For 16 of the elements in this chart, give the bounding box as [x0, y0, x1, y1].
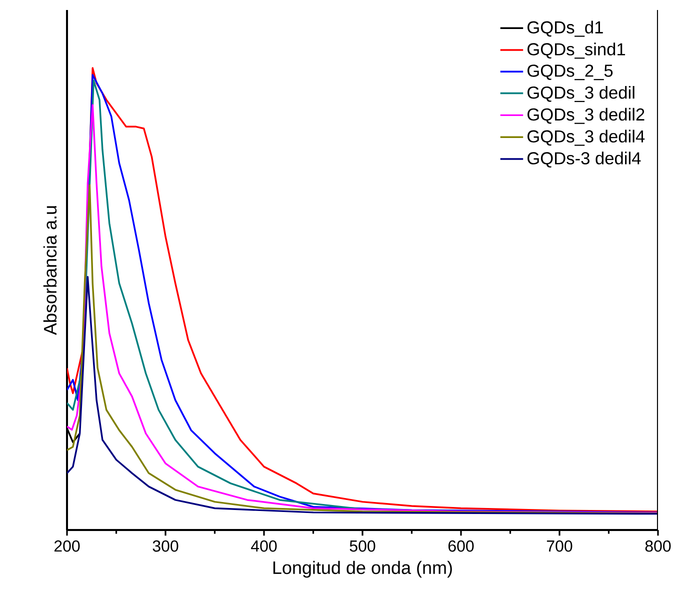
legend-label: GQDs_3 dedil2	[528, 108, 644, 124]
legend-label: GQDs-3 dedil4	[528, 152, 641, 168]
x-tick-label: 200	[54, 540, 80, 552]
legend-label: GQDs_3 dedil	[528, 86, 634, 102]
legend-label: GQDs_d1	[528, 20, 603, 37]
x-tick-label: 400	[251, 540, 277, 552]
x-tick-label: 300	[152, 540, 178, 552]
legend-label: GQDs_3 dedil4	[528, 130, 645, 146]
legend-label: GQDs_2_5	[528, 64, 613, 80]
x-tick-label: 600	[448, 540, 474, 552]
legend-label: GQDs_sind1	[528, 42, 626, 59]
y-axis-title: Absorbancia a.u	[43, 206, 57, 335]
x-tick-label: 500	[350, 540, 376, 552]
x-tick-label: 800	[645, 540, 671, 552]
x-tick-label: 700	[546, 540, 572, 552]
x-axis-title: Longitud de onda (nm)	[273, 560, 452, 578]
